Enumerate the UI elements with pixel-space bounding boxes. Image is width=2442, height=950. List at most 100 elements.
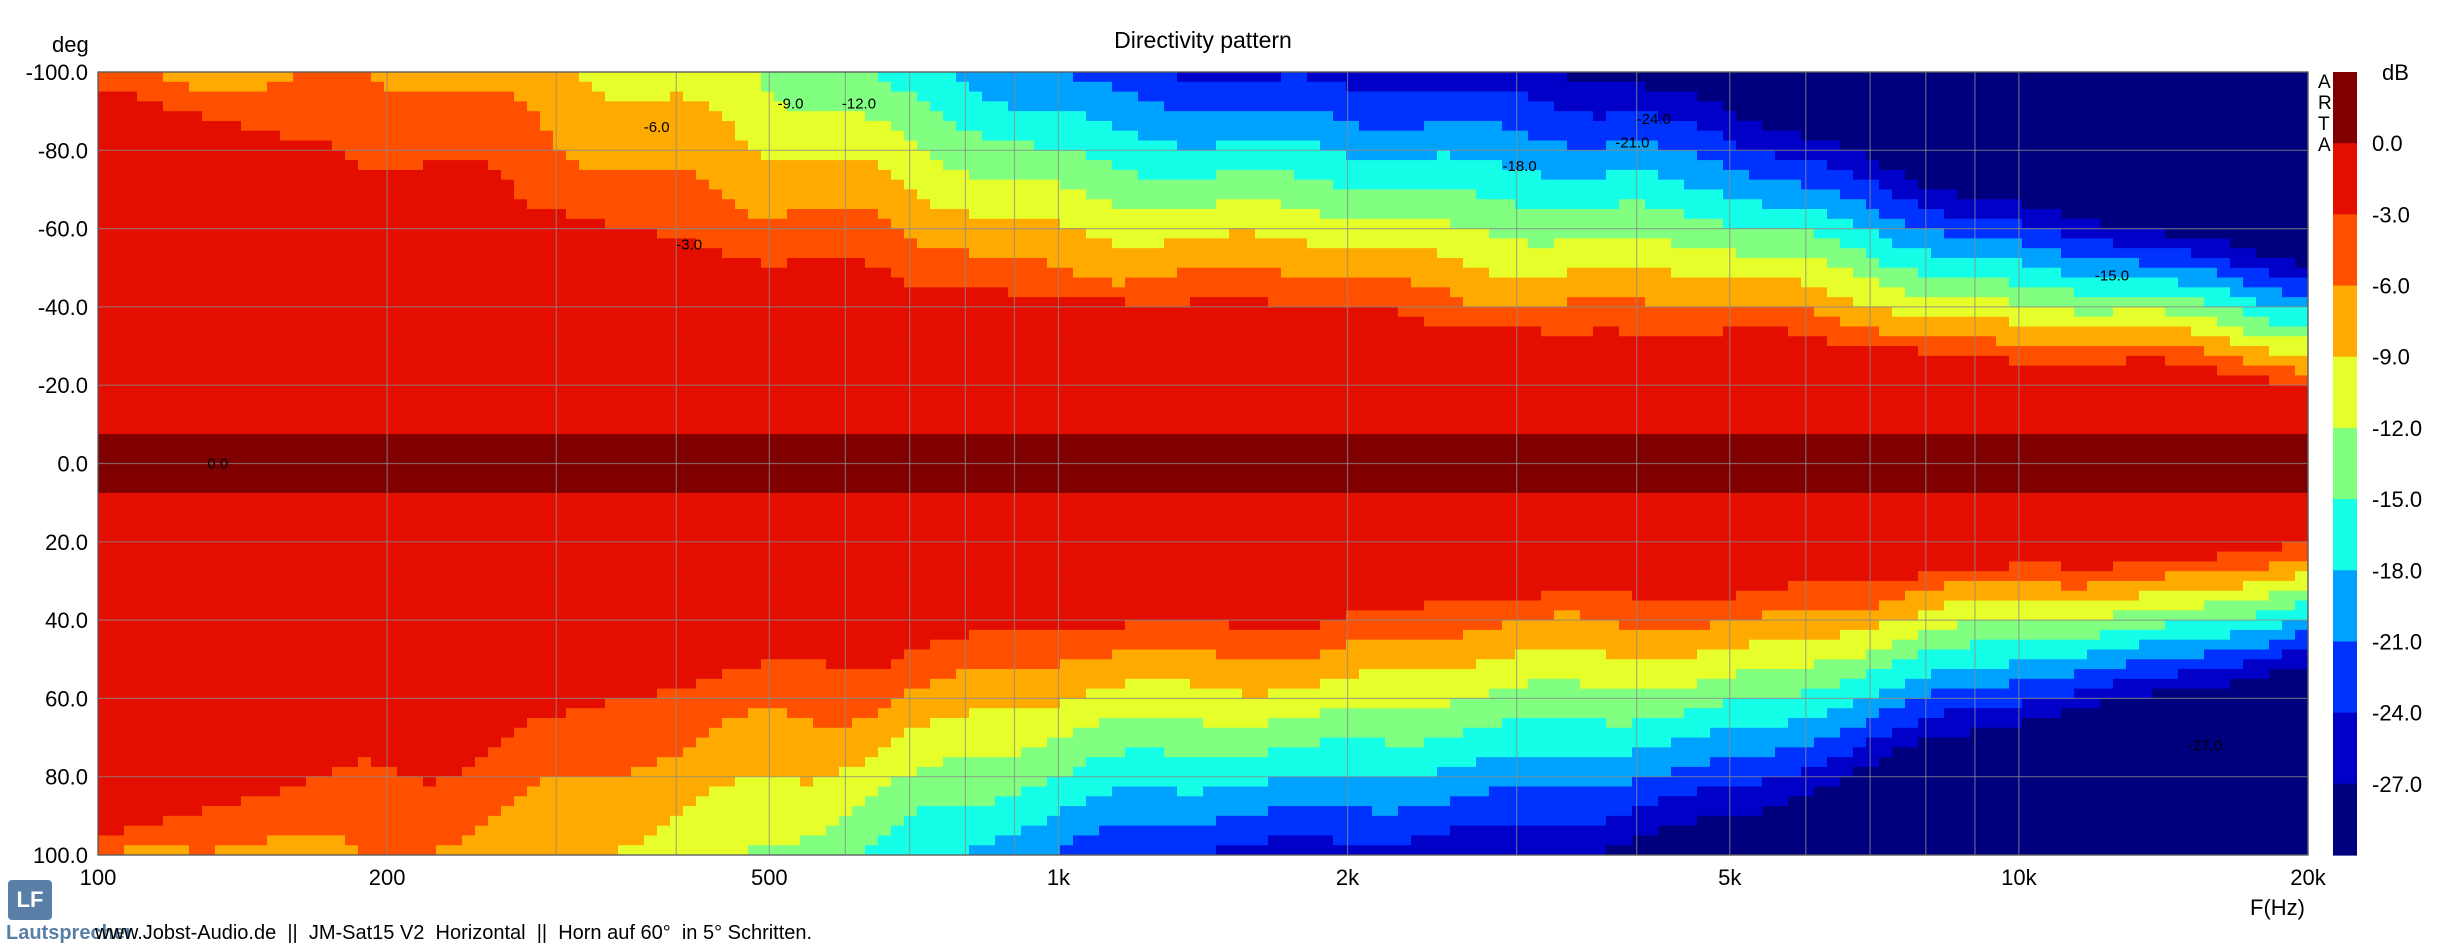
heatmap-cell	[904, 130, 918, 142]
heatmap-cell	[384, 766, 398, 778]
heatmap-cell	[644, 502, 658, 514]
heatmap-cell	[514, 365, 528, 377]
heatmap-cell	[280, 179, 294, 191]
heatmap-cell	[345, 306, 359, 318]
heatmap-cell	[865, 698, 879, 709]
heatmap-cell	[631, 336, 645, 347]
heatmap-cell	[540, 629, 554, 641]
heatmap-cell	[826, 248, 840, 259]
heatmap-cell	[865, 463, 879, 474]
heatmap-cell	[813, 483, 827, 494]
heatmap-cell	[176, 590, 190, 602]
heatmap-cell	[345, 532, 359, 543]
heatmap-cell	[410, 678, 424, 690]
heatmap-cell	[436, 287, 450, 298]
heatmap-cell	[345, 81, 359, 93]
heatmap-cell	[475, 160, 489, 171]
heatmap-cell	[410, 394, 424, 406]
heatmap-cell	[891, 669, 905, 680]
heatmap-cell	[644, 306, 658, 318]
heatmap-cell	[683, 375, 697, 386]
heatmap-cell	[293, 120, 307, 132]
heatmap-cell	[631, 512, 645, 523]
heatmap-cell	[488, 424, 502, 435]
heatmap-cell	[579, 375, 593, 386]
heatmap-cell	[488, 708, 502, 719]
heatmap-cell	[358, 727, 372, 739]
heatmap-cell	[501, 404, 515, 416]
heatmap-cell	[501, 228, 515, 240]
heatmap-cell	[137, 815, 151, 827]
heatmap-cell	[761, 835, 775, 846]
heatmap-cell	[852, 326, 866, 337]
heatmap-cell	[774, 561, 788, 572]
heatmap-cell	[618, 678, 632, 690]
heatmap-cell	[488, 541, 502, 553]
heatmap-cell	[592, 522, 606, 533]
heatmap-cell	[163, 287, 177, 298]
heatmap-cell	[202, 434, 216, 445]
heatmap-cell	[891, 365, 905, 377]
heatmap-cell	[631, 91, 645, 103]
heatmap-cell	[241, 835, 255, 846]
heatmap-cell	[488, 297, 502, 308]
heatmap-cell	[527, 590, 541, 602]
heatmap-cell	[306, 502, 320, 514]
heatmap-cell	[111, 786, 125, 797]
heatmap-cell	[228, 101, 242, 112]
heatmap-cell	[761, 590, 775, 602]
heatmap-cell	[98, 326, 112, 337]
heatmap-cell	[865, 277, 879, 289]
heatmap-cell	[410, 727, 424, 739]
heatmap-cell	[618, 248, 632, 259]
heatmap-cell	[241, 140, 255, 151]
heatmap-cell	[657, 629, 671, 641]
heatmap-cell	[267, 532, 281, 543]
heatmap-cell	[904, 91, 918, 103]
heatmap-cell	[813, 316, 827, 328]
heatmap-cell	[267, 169, 281, 181]
heatmap-cell	[319, 140, 333, 151]
heatmap-cell	[852, 238, 866, 249]
heatmap-cell	[306, 806, 320, 817]
heatmap-cell	[137, 483, 151, 494]
heatmap-cell	[605, 806, 619, 817]
heatmap-cell	[397, 267, 411, 279]
heatmap-cell	[228, 189, 242, 200]
heatmap-cell	[228, 218, 242, 230]
heatmap-cell	[254, 150, 268, 161]
heatmap-cell	[280, 659, 294, 670]
heatmap-cell	[878, 737, 892, 749]
heatmap-cell	[462, 453, 476, 465]
heatmap-cell	[332, 394, 346, 406]
heatmap-cell	[579, 502, 593, 514]
heatmap-cell	[267, 228, 281, 240]
heatmap-cell	[410, 659, 424, 670]
heatmap-cell	[891, 688, 905, 700]
heatmap-cell	[111, 355, 125, 367]
heatmap-cell	[891, 492, 905, 504]
heatmap-cell	[683, 669, 697, 680]
heatmap-cell	[137, 688, 151, 700]
heatmap-cell	[202, 806, 216, 817]
heatmap-cell	[241, 277, 255, 289]
heatmap-cell	[137, 727, 151, 739]
heatmap-cell	[553, 669, 567, 680]
heatmap-cell	[384, 72, 398, 83]
heatmap-cell	[514, 336, 528, 347]
heatmap-cell	[787, 776, 801, 788]
heatmap-cell	[241, 248, 255, 259]
heatmap-cell	[891, 551, 905, 563]
heatmap-cell	[813, 610, 827, 621]
heatmap-cell	[501, 610, 515, 621]
heatmap-cell	[254, 737, 268, 749]
heatmap-cell	[813, 346, 827, 357]
heatmap-cell	[241, 189, 255, 200]
heatmap-cell	[124, 365, 138, 377]
heatmap-cell	[787, 434, 801, 445]
heatmap-cell	[436, 620, 450, 631]
heatmap-cell	[410, 355, 424, 367]
heatmap-cell	[111, 297, 125, 308]
heatmap-cell	[774, 140, 788, 151]
heatmap-cell	[553, 169, 567, 181]
